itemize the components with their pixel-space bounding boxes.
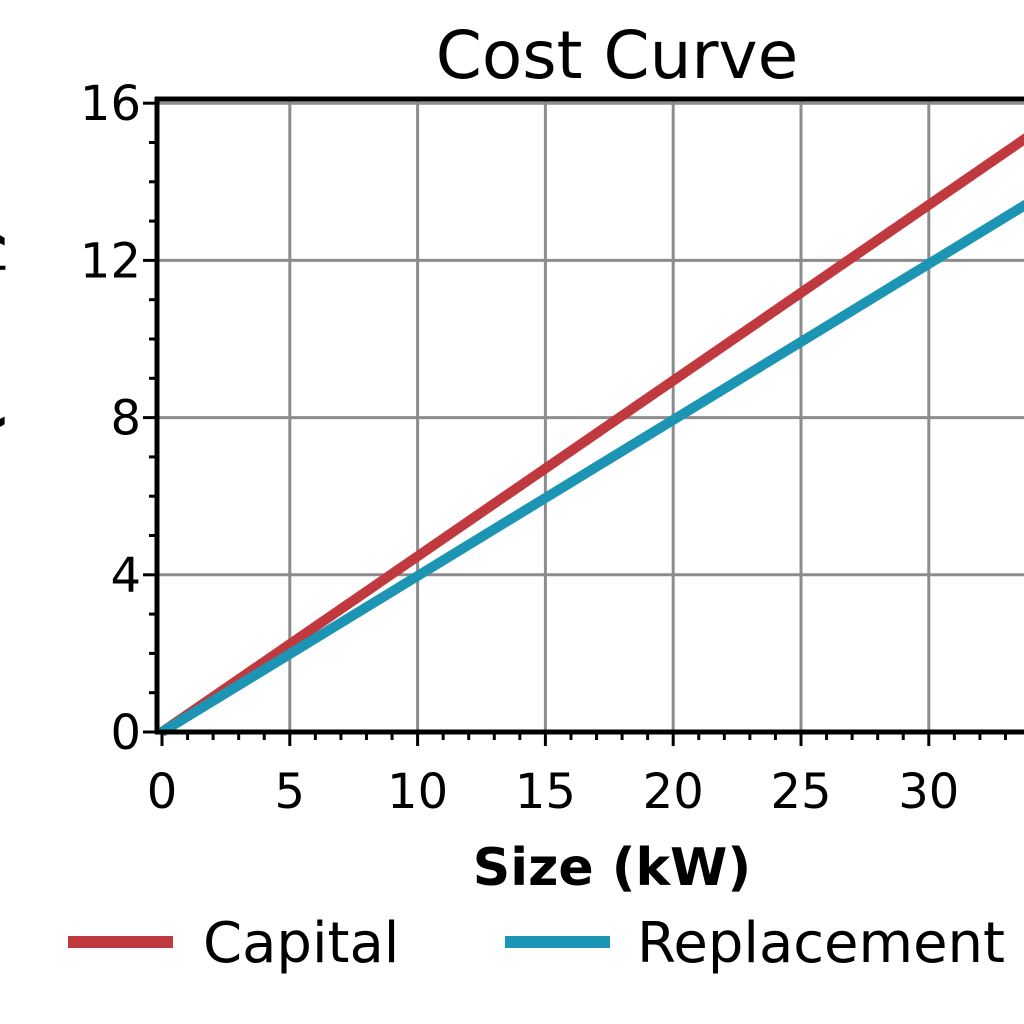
series-layer	[159, 133, 1024, 737]
y-tick-label-8: 8	[110, 391, 141, 447]
grid-layer	[157, 99, 1024, 732]
x-tick-label-20: 20	[643, 764, 704, 820]
x-tick-label-25: 25	[770, 764, 831, 820]
ticks-layer: 0 5 10 15 20 25 30 0 4 8 12 16	[80, 76, 1007, 820]
y-tick-label-4: 4	[110, 548, 141, 604]
y-tick-label-0: 0	[110, 705, 141, 761]
series-line-replacement	[159, 199, 1024, 737]
y-axis-label: Cost (000 $)	[0, 226, 11, 584]
axes-layer	[154, 96, 1024, 735]
legend: Capital Replacement	[68, 911, 1005, 976]
y-tick-label-12: 12	[80, 233, 141, 289]
y-tick-label-16: 16	[80, 76, 141, 132]
x-tick-label-5: 5	[275, 764, 306, 820]
x-tick-label-10: 10	[387, 764, 448, 820]
x-axis-label: Size (kW)	[473, 838, 751, 898]
series-line-capital	[159, 133, 1024, 737]
legend-label-replacement: Replacement	[637, 911, 1005, 976]
x-tick-label-30: 30	[898, 764, 959, 820]
chart-title: Cost Curve	[436, 17, 798, 94]
x-tick-label-0: 0	[147, 764, 178, 820]
legend-label-capital: Capital	[203, 911, 399, 976]
x-tick-label-15: 15	[515, 764, 576, 820]
